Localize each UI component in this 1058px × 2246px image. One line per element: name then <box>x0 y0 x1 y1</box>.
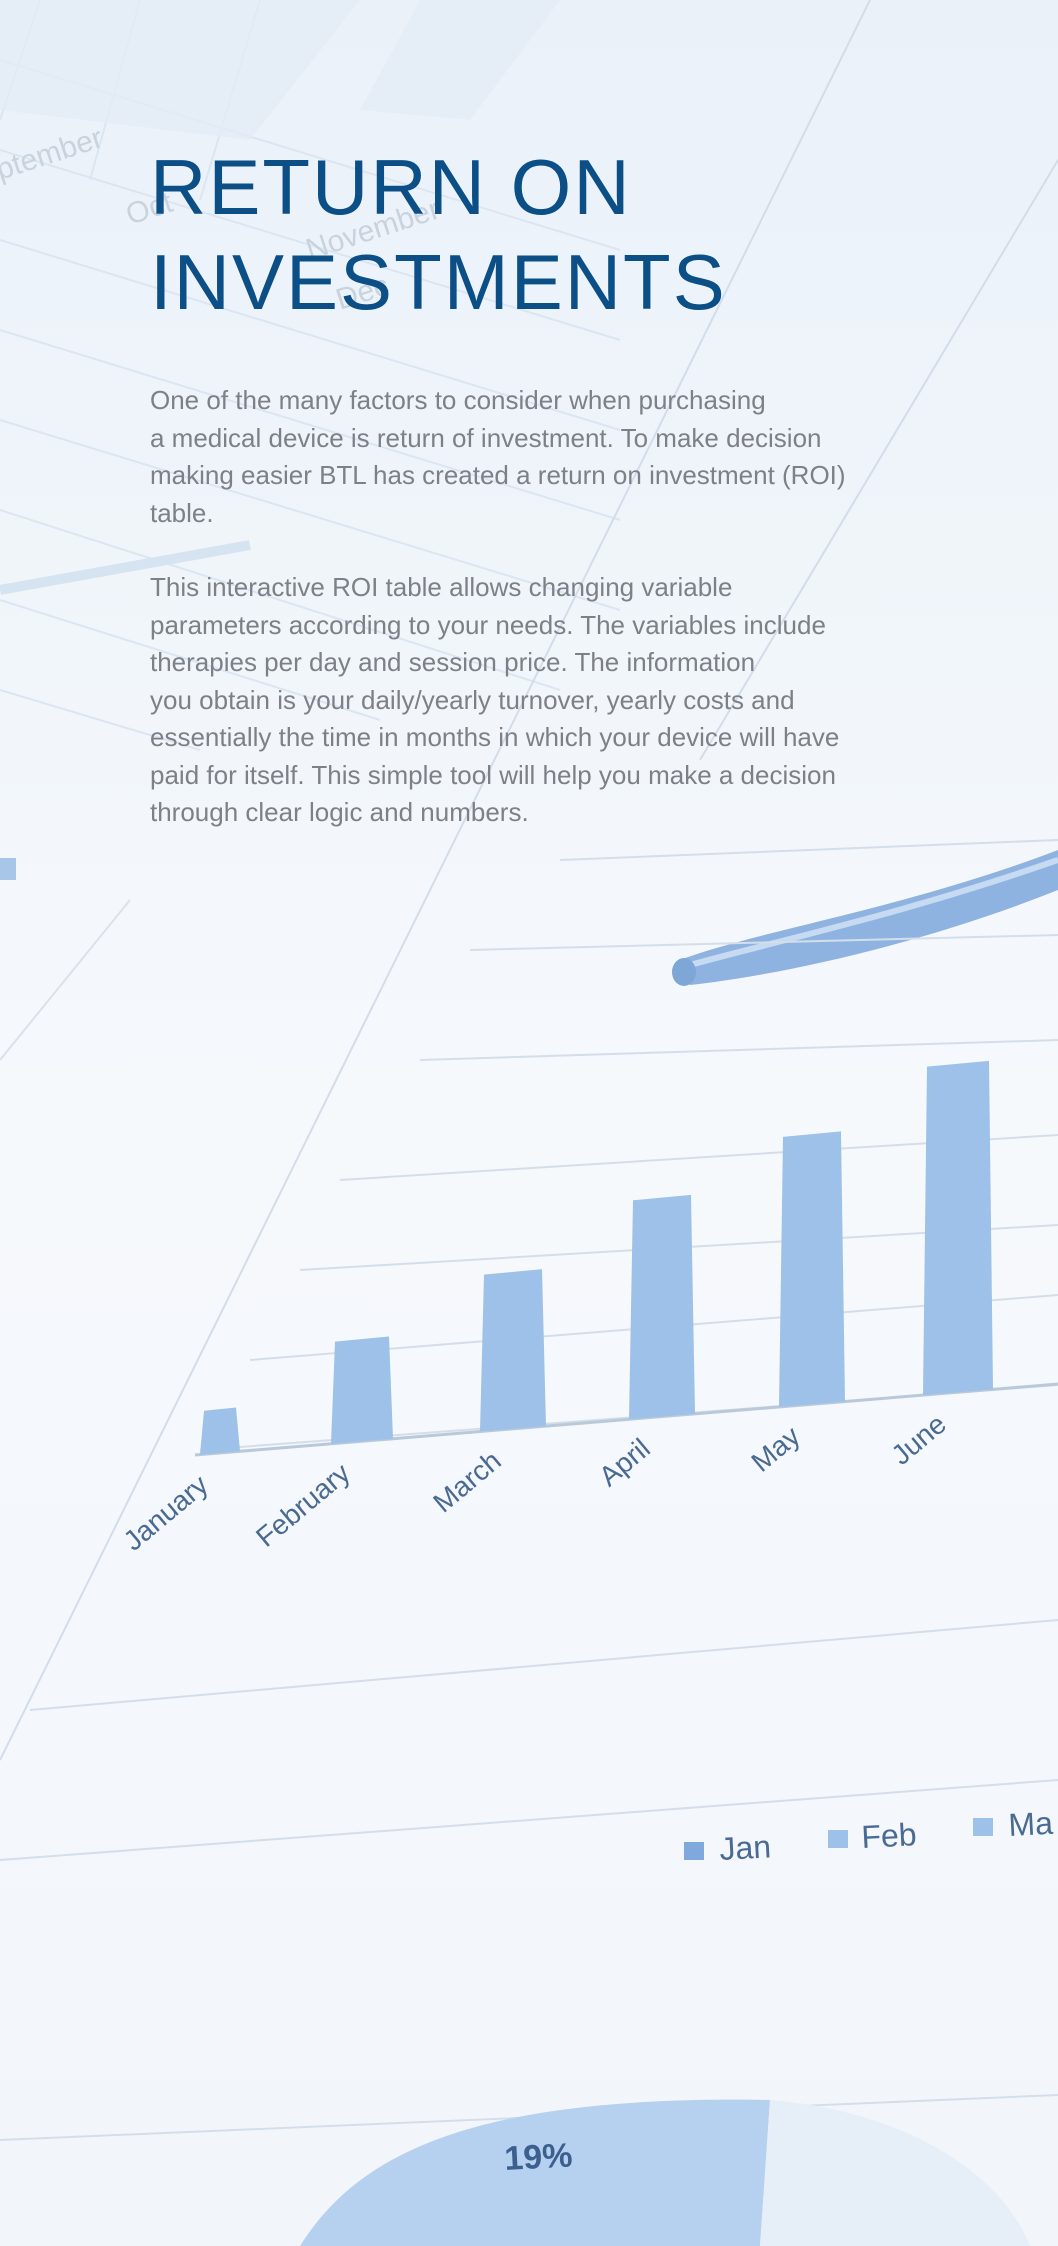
page-title: RETURN ON INVESTMENTS <box>150 140 930 330</box>
main-content: RETURN ON INVESTMENTS One of the many fa… <box>150 140 930 832</box>
top-sheet-trend-line <box>0 540 251 595</box>
roi-line: This interactive ROI table allows changi… <box>150 572 733 602</box>
intro-line: table. <box>150 497 214 528</box>
pie-chart: 19% <box>300 2099 1030 2246</box>
svg-text:Feb: Feb <box>860 1816 917 1855</box>
chart-bars <box>200 1060 993 1455</box>
roi-line: paid for itself. This simple tool will h… <box>150 759 836 790</box>
roi-line: parameters according to your needs. The … <box>150 609 826 640</box>
roi-table-paragraph: This interactive ROI table allows changi… <box>150 569 930 832</box>
chart-legend: Jan Feb Ma <box>684 1805 1054 1867</box>
roi-line: therapies per day and session price. The… <box>150 647 756 677</box>
title-line-2: INVESTMENTS <box>150 238 727 326</box>
chart-bar <box>779 1131 845 1407</box>
pen-image <box>672 850 1058 986</box>
svg-text:19%: 19% <box>503 2136 573 2178</box>
roi-line: you obtain is your daily/yearly turnover… <box>150 684 795 715</box>
top-sheet-band <box>0 0 560 140</box>
chart-bar <box>200 1407 240 1455</box>
chart-bar <box>480 1269 546 1432</box>
intro-line: making easier BTL has created a return o… <box>150 460 846 490</box>
chart-bar <box>923 1060 993 1396</box>
chart-sheet-edges <box>0 0 1058 1761</box>
svg-text:Jan: Jan <box>718 1828 771 1867</box>
top-sheet-edge <box>0 899 131 1061</box>
top-sheet-marker <box>0 858 16 880</box>
intro-paragraph: One of the many factors to consider when… <box>150 382 930 532</box>
chart-bar <box>629 1194 695 1420</box>
roi-line: through clear logic and numbers. <box>150 797 529 827</box>
intro-line: One of the many factors to consider when… <box>150 385 766 415</box>
chart-bar <box>331 1336 393 1444</box>
svg-text:Ma: Ma <box>1007 1805 1053 1843</box>
title-line-1: RETURN ON <box>150 143 632 231</box>
roi-line: essentially the time in months in which … <box>150 722 840 752</box>
intro-line: a medical device is return of investment… <box>150 422 822 453</box>
